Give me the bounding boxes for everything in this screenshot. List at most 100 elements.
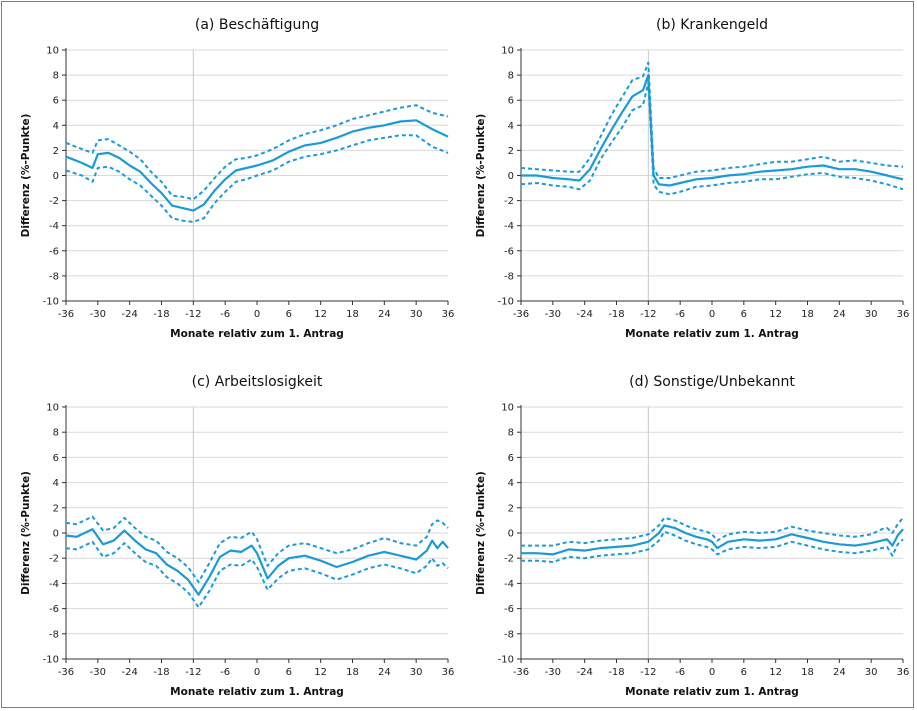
- x-tick-label: 0: [709, 667, 715, 678]
- x-tick-label: -6: [220, 667, 230, 678]
- series-ci-upper: [65, 515, 449, 584]
- y-tick-label: -6: [49, 604, 59, 615]
- x-tick-label: -30: [545, 667, 561, 678]
- x-tick-label: 36: [897, 667, 910, 678]
- x-axis-label: Monate relativ zum 1. Antrag: [170, 328, 344, 340]
- x-tick-label: -24: [576, 667, 592, 678]
- series-estimate: [521, 73, 904, 187]
- panel-title: (a) Beschäftigung: [195, 17, 319, 33]
- series-ci-lower: [520, 81, 904, 196]
- y-tick-label: 6: [53, 96, 59, 107]
- y-axis-label: Differenz (%-Punkte): [475, 471, 487, 595]
- x-tick-label: -30: [545, 309, 561, 320]
- x-tick-label: 0: [254, 309, 260, 320]
- y-tick-label: 0: [508, 171, 514, 182]
- y-tick-label: -10: [43, 297, 59, 308]
- x-tick-label: -18: [608, 667, 624, 678]
- y-tick-label: 8: [508, 428, 514, 439]
- x-tick-label: 0: [254, 667, 260, 678]
- y-tick-label: -8: [49, 271, 59, 282]
- x-tick-label: 30: [410, 667, 423, 678]
- x-tick-label: 36: [442, 309, 455, 320]
- series-estimate: [65, 528, 449, 596]
- x-tick-label: 6: [286, 309, 292, 320]
- x-tick-label: 24: [378, 667, 391, 678]
- y-tick-label: 2: [508, 503, 514, 514]
- x-tick-label: 36: [442, 667, 455, 678]
- x-tick-label: -6: [675, 667, 685, 678]
- y-tick-label: -2: [49, 554, 59, 565]
- y-tick-label: 6: [53, 453, 59, 464]
- x-axis-label: Monate relativ zum 1. Antrag: [170, 686, 344, 698]
- series-estimate: [521, 524, 904, 556]
- y-tick-label: -8: [49, 629, 59, 640]
- y-tick-label: -6: [49, 246, 59, 257]
- y-tick-label: 6: [508, 453, 514, 464]
- y-tick-label: -6: [504, 604, 514, 615]
- y-tick-label: -8: [504, 629, 514, 640]
- series-ci-upper: [65, 104, 449, 201]
- series-estimate: [65, 119, 449, 212]
- x-tick-label: -12: [640, 667, 656, 678]
- x-tick-label: -12: [185, 309, 201, 320]
- y-tick-label: 10: [46, 403, 59, 414]
- y-axis-label: Differenz (%-Punkte): [475, 114, 487, 238]
- x-tick-label: -36: [58, 309, 74, 320]
- y-tick-label: 0: [508, 529, 514, 540]
- y-tick-label: 2: [53, 503, 59, 514]
- y-tick-label: 10: [46, 46, 59, 57]
- x-axis-label: Monate relativ zum 1. Antrag: [625, 328, 799, 340]
- x-tick-label: -36: [58, 667, 74, 678]
- y-tick-label: 2: [508, 146, 514, 157]
- y-tick-label: 8: [53, 428, 59, 439]
- y-tick-label: 4: [53, 121, 59, 132]
- x-tick-label: 24: [833, 309, 846, 320]
- y-tick-label: -8: [504, 271, 514, 282]
- y-tick-label: -10: [498, 297, 514, 308]
- x-tick-label: 6: [286, 667, 292, 678]
- y-tick-label: -2: [504, 554, 514, 565]
- x-tick-label: -24: [121, 667, 137, 678]
- x-tick-label: -36: [513, 309, 529, 320]
- x-tick-label: -6: [220, 309, 230, 320]
- y-tick-label: -4: [49, 579, 59, 590]
- y-tick-label: -2: [49, 196, 59, 207]
- y-tick-label: 4: [508, 121, 514, 132]
- x-tick-label: -18: [153, 309, 169, 320]
- x-tick-label: 12: [769, 309, 782, 320]
- y-tick-label: 0: [53, 529, 59, 540]
- series-ci-lower: [521, 530, 904, 563]
- x-tick-label: 36: [897, 309, 910, 320]
- panel-title: (c) Arbeitslosigkeit: [192, 374, 323, 390]
- x-tick-label: 18: [346, 309, 359, 320]
- x-tick-label: -36: [513, 667, 529, 678]
- x-tick-label: 18: [346, 667, 359, 678]
- y-tick-label: -4: [504, 579, 514, 590]
- x-tick-label: -12: [185, 667, 201, 678]
- x-tick-label: -6: [675, 309, 685, 320]
- series-ci-lower: [65, 134, 449, 223]
- y-tick-label: 0: [53, 171, 59, 182]
- series-ci-lower: [65, 540, 449, 609]
- panel-title: (b) Krankengeld: [656, 17, 768, 33]
- x-tick-label: -24: [121, 309, 137, 320]
- y-tick-label: 6: [508, 96, 514, 107]
- y-tick-label: 8: [508, 71, 514, 82]
- x-tick-label: 0: [709, 309, 715, 320]
- y-tick-label: 8: [53, 71, 59, 82]
- y-tick-label: -10: [43, 655, 59, 666]
- x-tick-label: 30: [865, 667, 878, 678]
- x-tick-label: -12: [640, 309, 656, 320]
- y-tick-label: -4: [504, 221, 514, 232]
- x-tick-label: 24: [378, 309, 391, 320]
- x-tick-label: 30: [865, 309, 878, 320]
- y-tick-label: -10: [498, 655, 514, 666]
- y-tick-label: -2: [504, 196, 514, 207]
- y-tick-label: -4: [49, 221, 59, 232]
